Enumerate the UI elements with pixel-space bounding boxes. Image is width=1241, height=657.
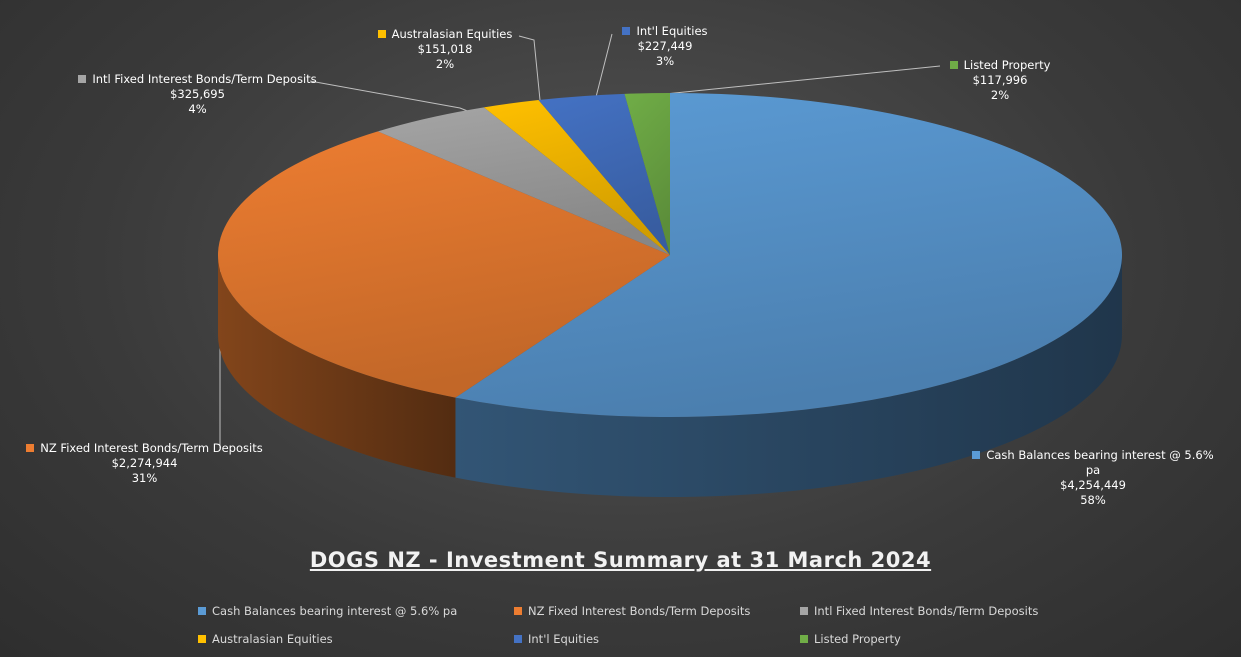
- data-label-name: Listed Property: [900, 58, 1100, 73]
- label-swatch: [622, 27, 631, 35]
- legend-label: Australasian Equities: [212, 632, 333, 646]
- legend-label: Int'l Equities: [528, 632, 600, 646]
- legend-label: Cash Balances bearing interest @ 5.6% pa: [212, 604, 458, 618]
- legend-swatch: [514, 607, 522, 615]
- legend-item: Intl Fixed Interest Bonds/Term Deposits: [800, 604, 1038, 618]
- data-label-value: $2,274,944: [111, 456, 178, 470]
- legend-item: NZ Fixed Interest Bonds/Term Deposits: [514, 604, 750, 618]
- label-swatch: [78, 75, 87, 83]
- legend-item: Int'l Equities: [514, 632, 599, 646]
- data-label-value: $4,254,449: [1060, 478, 1126, 492]
- label-category: Int'l Equities: [636, 24, 708, 38]
- legend-swatch: [198, 607, 206, 615]
- slice: [483, 100, 670, 255]
- label-swatch: [972, 451, 981, 459]
- legend-swatch: [514, 635, 522, 643]
- data-label-name: Cash Balances bearing interest @ 5.6% pa: [968, 448, 1218, 478]
- slice: [217, 131, 670, 398]
- legend-item: Australasian Equities: [198, 632, 333, 646]
- data-label-value: $325,695: [170, 87, 225, 101]
- data-label: NZ Fixed Interest Bonds/Term Deposits $2,…: [22, 441, 267, 486]
- leader-line: [595, 33, 613, 98]
- data-label: Listed Property $117,996 2%: [900, 58, 1100, 103]
- label-category: Listed Property: [963, 58, 1051, 72]
- label-category: NZ Fixed Interest Bonds/Term Deposits: [40, 441, 263, 455]
- data-label: Int'l Equities $227,449 3%: [590, 24, 740, 69]
- label-category: Australasian Equities: [391, 27, 513, 41]
- slice-side: [455, 255, 1122, 498]
- data-label-value: $227,449: [637, 39, 693, 53]
- legend-label: Listed Property: [814, 632, 901, 646]
- label-swatch: [949, 61, 958, 69]
- data-label: Australasian Equities $151,018 2%: [355, 27, 535, 72]
- label-category: Intl Fixed Interest Bonds/Term Deposits: [92, 72, 317, 86]
- data-label-name: Australasian Equities: [355, 27, 535, 42]
- slice: [377, 107, 670, 255]
- leader-line: [664, 65, 941, 95]
- data-label-percent: 2%: [990, 88, 1010, 102]
- legend-item: Listed Property: [800, 632, 901, 646]
- data-label-name: Intl Fixed Interest Bonds/Term Deposits: [75, 72, 320, 87]
- leader-line: [518, 35, 541, 101]
- legend-item: Cash Balances bearing interest @ 5.6% pa: [198, 604, 457, 618]
- data-label-name: NZ Fixed Interest Bonds/Term Deposits: [22, 441, 267, 456]
- slice: [455, 93, 1122, 417]
- data-label-percent: 2%: [435, 57, 455, 71]
- data-label-percent: 31%: [131, 471, 158, 485]
- data-label-value: $117,996: [972, 73, 1028, 87]
- chart-title: DOGS NZ - Investment Summary at 31 March…: [309, 548, 932, 572]
- data-label: Cash Balances bearing interest @ 5.6% pa…: [968, 448, 1218, 508]
- data-label-name: Int'l Equities: [590, 24, 740, 39]
- label-category: Cash Balances bearing interest @ 5.6% pa: [986, 448, 1214, 477]
- legend-label: NZ Fixed Interest Bonds/Term Deposits: [528, 604, 751, 618]
- legend-swatch: [198, 635, 206, 643]
- data-label-percent: 3%: [655, 54, 675, 68]
- data-label: Intl Fixed Interest Bonds/Term Deposits $…: [75, 72, 320, 117]
- leader-line: [309, 80, 471, 113]
- data-label-percent: 58%: [1080, 493, 1106, 507]
- legend-label: Intl Fixed Interest Bonds/Term Deposits: [814, 604, 1039, 618]
- legend-swatch: [800, 607, 808, 615]
- label-swatch: [26, 444, 35, 452]
- label-swatch: [377, 30, 386, 38]
- slice: [538, 93, 670, 255]
- data-label-value: $151,018: [417, 42, 473, 56]
- data-label-percent: 4%: [188, 102, 207, 116]
- slice-side: [218, 255, 456, 478]
- slice: [624, 93, 670, 255]
- legend-swatch: [800, 635, 808, 643]
